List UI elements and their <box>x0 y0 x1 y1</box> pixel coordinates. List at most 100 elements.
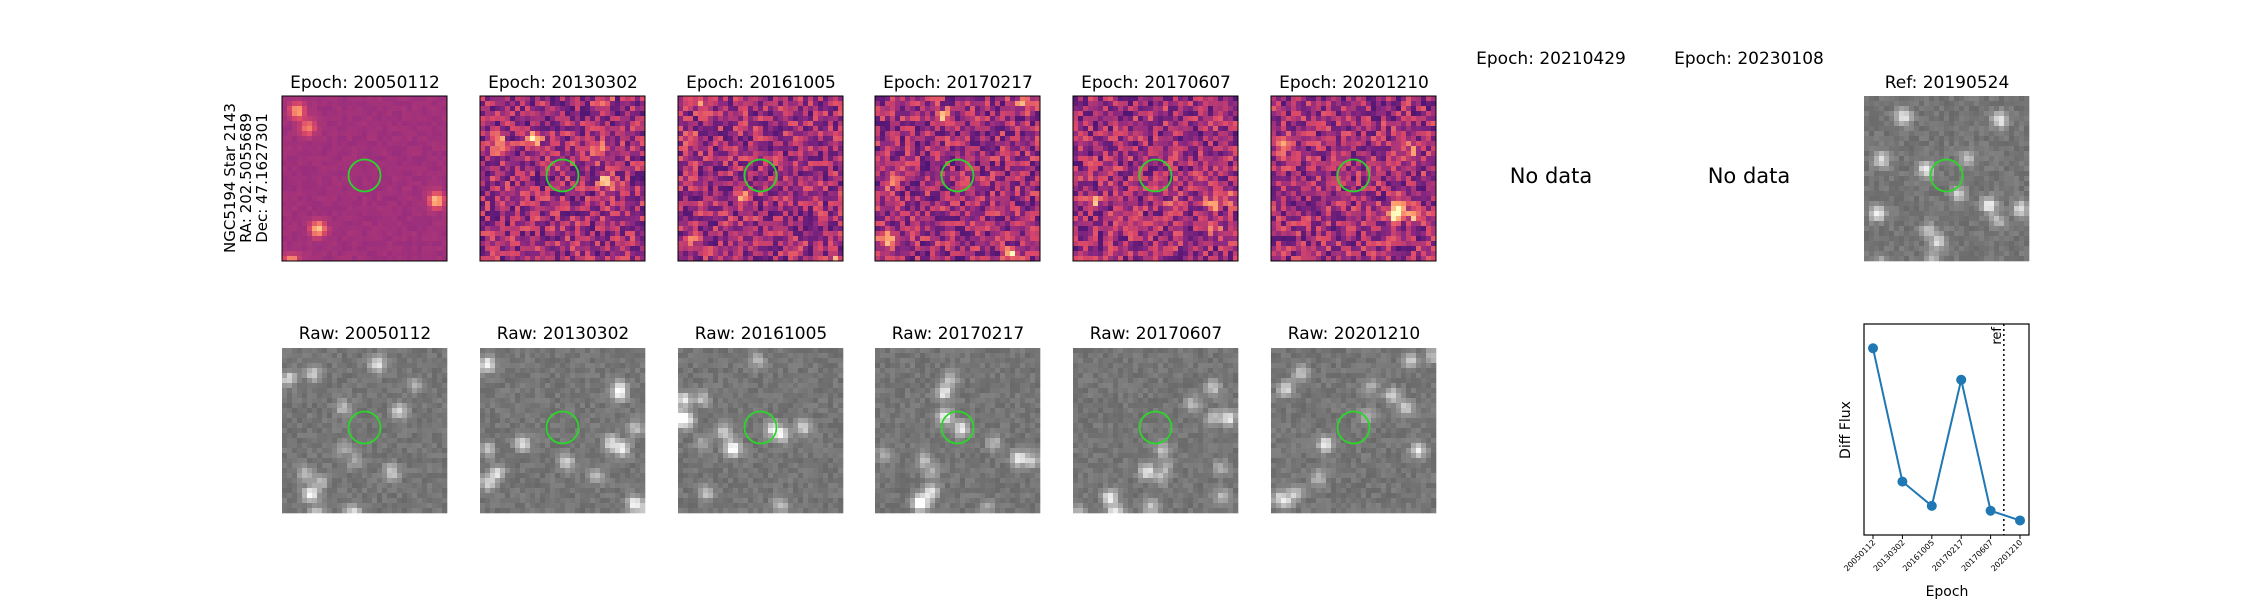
pixel <box>920 126 926 132</box>
pixel <box>540 211 546 217</box>
pixel <box>1138 116 1144 122</box>
pixel <box>1035 226 1041 232</box>
pixel <box>683 236 689 242</box>
pixel <box>1143 106 1149 112</box>
pixel <box>377 146 383 152</box>
pixel <box>442 141 448 147</box>
pixel <box>1173 111 1179 117</box>
pixel <box>1153 116 1159 122</box>
pixel <box>763 201 769 207</box>
pixel <box>327 246 333 252</box>
pixel <box>437 206 443 212</box>
pixel <box>485 166 491 172</box>
pixel <box>620 171 626 177</box>
pixel <box>352 96 358 102</box>
pixel <box>625 131 631 137</box>
pixel <box>743 221 749 227</box>
pixel <box>1035 186 1041 192</box>
pixel <box>788 191 794 197</box>
pixel <box>397 241 403 247</box>
pixel <box>678 126 684 132</box>
pixel <box>575 196 581 202</box>
pixel <box>960 226 966 232</box>
pixel <box>945 116 951 122</box>
pixel <box>322 141 328 147</box>
pixel <box>1213 166 1219 172</box>
pixel <box>1118 181 1124 187</box>
pixel <box>550 141 556 147</box>
pixel <box>402 96 408 102</box>
pixel <box>357 106 363 112</box>
pixel <box>833 226 839 232</box>
pixel <box>970 141 976 147</box>
pixel <box>753 166 759 172</box>
pixel <box>1035 141 1041 147</box>
pixel <box>678 121 684 127</box>
pixel <box>990 191 996 197</box>
pixel <box>1233 126 1239 132</box>
pixel <box>970 251 976 257</box>
pixel <box>793 206 799 212</box>
pixel <box>500 141 506 147</box>
pixel <box>362 126 368 132</box>
pixel <box>600 116 606 122</box>
pixel <box>635 116 641 122</box>
pixel <box>808 146 814 152</box>
pixel <box>950 186 956 192</box>
pixel <box>1015 186 1021 192</box>
pixel <box>900 146 906 152</box>
pixel <box>718 136 724 142</box>
pixel <box>347 246 353 252</box>
pixel <box>838 196 844 202</box>
pixel <box>1223 136 1229 142</box>
pixel <box>485 231 491 237</box>
pixel <box>485 171 491 177</box>
pixel <box>910 206 916 212</box>
pixel <box>317 146 323 152</box>
pixel <box>407 166 413 172</box>
pixel <box>1138 181 1144 187</box>
pixel <box>875 256 881 262</box>
pixel <box>688 196 694 202</box>
pixel <box>615 221 621 227</box>
pixel <box>610 201 616 207</box>
pixel <box>808 226 814 232</box>
pixel <box>818 126 824 132</box>
pixel <box>600 161 606 167</box>
pixel <box>1148 131 1154 137</box>
pixel <box>1138 96 1144 102</box>
pixel <box>1005 151 1011 157</box>
pixel <box>565 111 571 117</box>
pixel <box>813 171 819 177</box>
pixel <box>412 161 418 167</box>
pixel <box>838 236 844 242</box>
pixel <box>432 151 438 157</box>
pixel <box>282 101 288 107</box>
pixel <box>875 106 881 112</box>
pixel <box>823 196 829 202</box>
pixel <box>362 131 368 137</box>
pixel <box>635 166 641 172</box>
pixel <box>955 111 961 117</box>
pixel <box>560 206 566 212</box>
pixel <box>635 236 641 242</box>
pixel <box>803 201 809 207</box>
pixel <box>890 131 896 137</box>
pixel <box>1108 181 1114 187</box>
pixel <box>1000 96 1006 102</box>
pixel <box>718 131 724 137</box>
pixel <box>485 236 491 242</box>
pixel <box>1188 156 1194 162</box>
pixel <box>407 236 413 242</box>
pixel <box>590 216 596 222</box>
pixel <box>565 171 571 177</box>
pixel <box>590 221 596 227</box>
pixel <box>1183 161 1189 167</box>
pixel <box>362 191 368 197</box>
pixel <box>698 251 704 257</box>
pixel <box>585 231 591 237</box>
pixel <box>1233 171 1239 177</box>
pixel <box>322 96 328 102</box>
pixel <box>890 186 896 192</box>
pixel <box>480 166 486 172</box>
